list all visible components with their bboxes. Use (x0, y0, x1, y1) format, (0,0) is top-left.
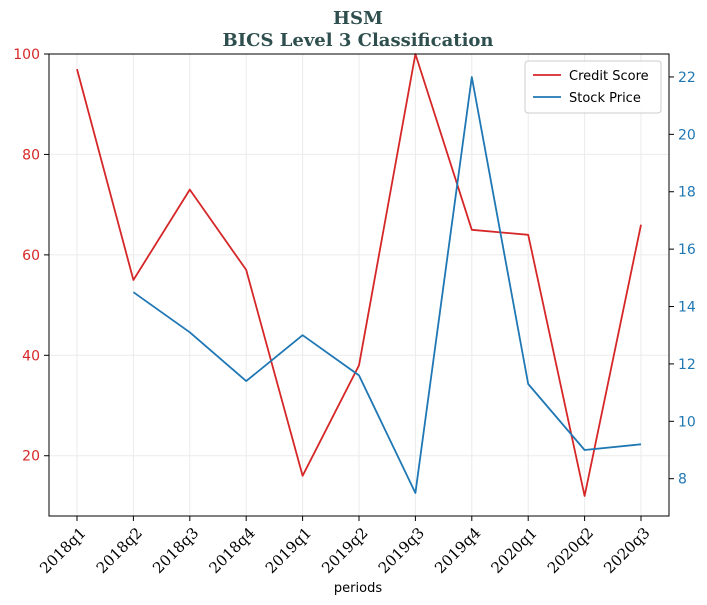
x-tick-label: 2019q3 (375, 524, 428, 577)
axis-ticks: 2018q1 2018q2 2018q3 2018q4 2019q1 2019q2 2019… (13, 47, 696, 577)
y-right-tick-label: 14 (678, 300, 696, 316)
chart-title: HSM (333, 8, 383, 29)
y-right-tick-label: 12 (678, 357, 696, 373)
grid-lines (49, 53, 669, 516)
chart-subtitle: BICS Level 3 Classification (222, 30, 493, 51)
x-tick-label: 2018q1 (36, 524, 89, 577)
series-lines (76, 53, 642, 497)
series-line-stock-price (132, 76, 642, 494)
y-left-tick-label: 60 (22, 248, 40, 264)
x-tick-label: 2018q4 (205, 524, 258, 577)
legend: Credit Score Stock Price (524, 60, 662, 114)
legend-box (524, 60, 662, 114)
legend-label-stock-price: Stock Price (569, 91, 641, 106)
y-right-tick-label: 20 (678, 127, 696, 143)
series-line-credit-score (76, 53, 642, 497)
x-tick-label: 2019q4 (431, 524, 484, 577)
y-left-tick-label: 20 (22, 449, 40, 465)
x-tick-label: 2019q2 (318, 524, 371, 577)
y-left-tick-label: 40 (22, 348, 40, 364)
x-tick-label: 2018q2 (93, 524, 146, 577)
x-tick-label: 2018q3 (149, 524, 202, 577)
x-tick-label: 2020q1 (487, 524, 540, 577)
x-tick-label: 2020q2 (544, 524, 597, 577)
x-axis-label: periods (334, 581, 382, 596)
y-left-tick-label: 100 (13, 47, 40, 63)
legend-label-credit-score: Credit Score (569, 69, 649, 84)
y-right-tick-label: 22 (678, 70, 696, 86)
x-tick-label: 2020q3 (600, 524, 653, 577)
y-right-tick-label: 16 (678, 242, 696, 258)
y-right-tick-label: 10 (678, 414, 696, 430)
x-tick-label: 2019q1 (262, 524, 315, 577)
y-right-tick-label: 8 (678, 472, 687, 488)
y-right-tick-label: 18 (678, 185, 696, 201)
y-left-tick-label: 80 (22, 147, 40, 163)
